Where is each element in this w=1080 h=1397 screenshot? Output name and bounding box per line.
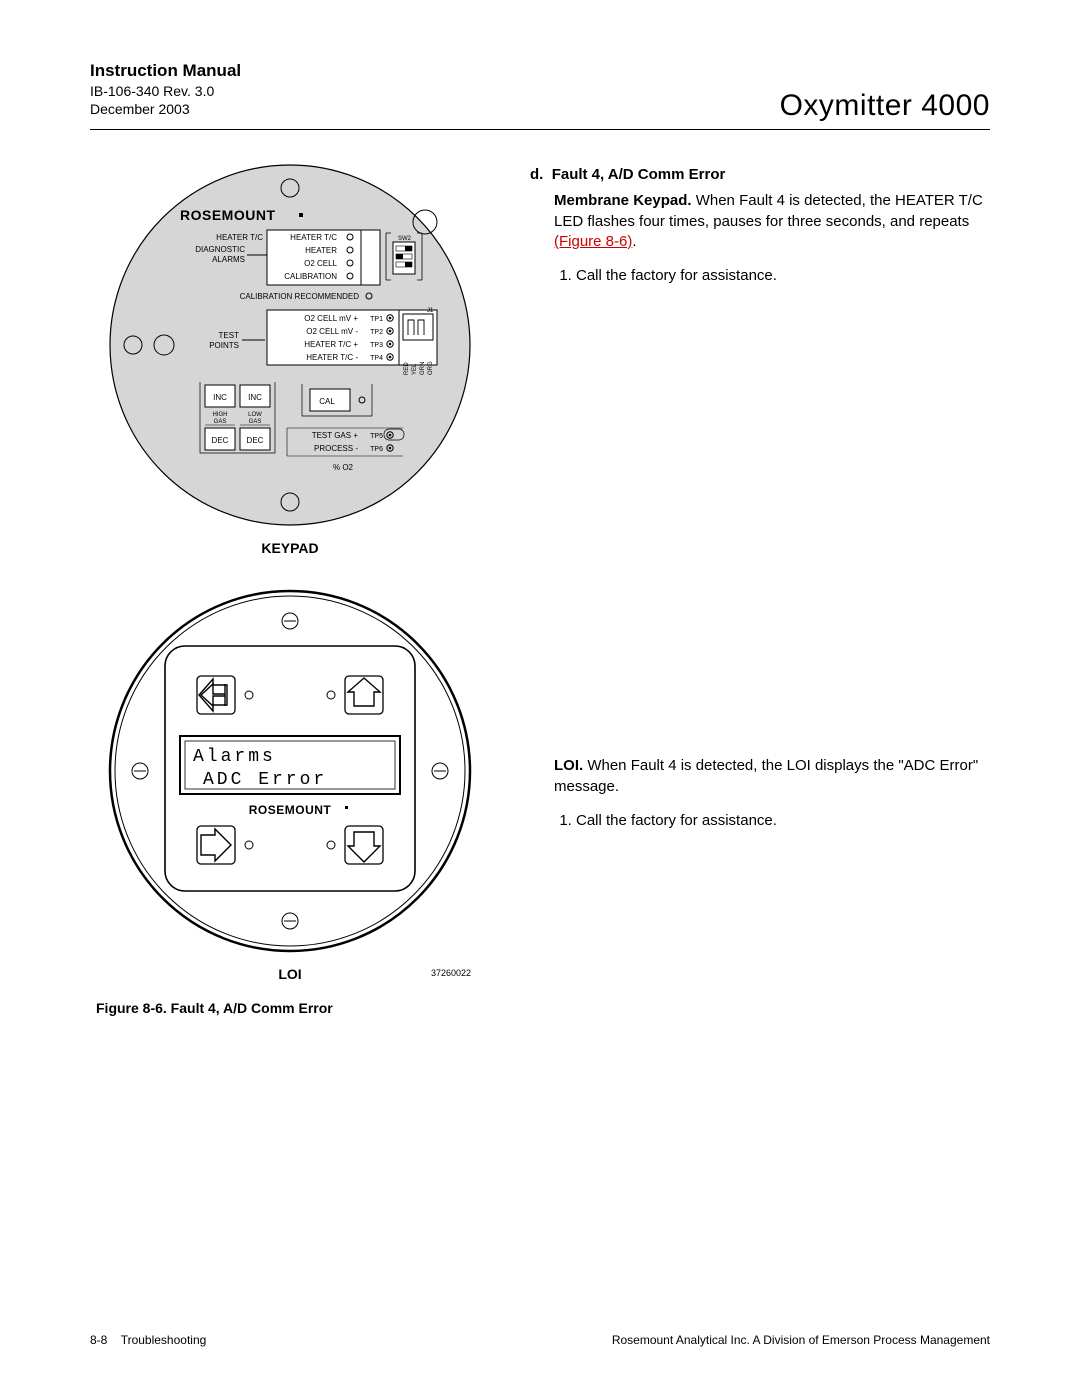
svg-text:O2 CELL mV -: O2 CELL mV - (306, 327, 358, 336)
loi-paragraph: LOI. When Fault 4 is detected, the LOI d… (530, 756, 990, 797)
svg-text:HEATER T/C -: HEATER T/C - (306, 353, 358, 362)
arrow-left-button (197, 676, 235, 714)
figure-column: ROSEMOUNT HEATER T/C DIAGNOSTIC ALARMS H… (90, 160, 490, 1016)
svg-text:TP2: TP2 (370, 329, 383, 336)
svg-text:POINTS: POINTS (209, 341, 239, 350)
loi-diagram-wrap: Alarms ADC Error ROSEMOUNT (90, 586, 490, 982)
page-footer: 8-8 Troubleshooting Rosemount Analytical… (90, 1333, 990, 1347)
svg-text:GRN: GRN (420, 362, 426, 375)
arrow-up-button (345, 676, 383, 714)
footer-left: 8-8 Troubleshooting (90, 1333, 206, 1347)
svg-text:PROCESS -: PROCESS - (314, 444, 358, 453)
svg-text:HEATER T/C: HEATER T/C (290, 233, 337, 242)
svg-text:J1: J1 (427, 308, 434, 314)
svg-text:ADC Error: ADC Error (203, 770, 327, 790)
svg-text:DEC: DEC (212, 436, 229, 445)
svg-text:HEATER T/C +: HEATER T/C + (304, 340, 358, 349)
svg-text:INC: INC (213, 393, 227, 402)
svg-text:O2 CELL: O2 CELL (304, 259, 337, 268)
figure-reference-link[interactable]: (Figure 8-6) (554, 233, 632, 250)
svg-text:SW2: SW2 (398, 236, 412, 242)
brand-text: ROSEMOUNT (180, 207, 276, 223)
keypad-caption: KEYPAD (90, 540, 490, 556)
arrow-right-button (197, 826, 235, 864)
svg-text:ALARMS: ALARMS (212, 255, 245, 264)
text-column: d. Fault 4, A/D Comm Error Membrane Keyp… (530, 160, 990, 1016)
svg-text:TP6: TP6 (370, 446, 383, 453)
svg-text:CAL: CAL (319, 397, 335, 406)
svg-text:% O2: % O2 (333, 463, 354, 472)
page: Instruction Manual IB-106-340 Rev. 3.0 D… (0, 0, 1080, 1397)
svg-text:RED: RED (404, 362, 410, 375)
svg-text:TP5: TP5 (370, 433, 383, 440)
manual-title: Instruction Manual (90, 60, 990, 82)
page-header: Instruction Manual IB-106-340 Rev. 3.0 D… (90, 60, 990, 130)
svg-text:LOW: LOW (248, 412, 262, 418)
svg-text:HEATER: HEATER (305, 246, 337, 255)
svg-text:ORG: ORG (428, 361, 434, 375)
svg-text:YEL: YEL (412, 363, 418, 375)
svg-text:O2 CELL mV +: O2 CELL mV + (304, 314, 358, 323)
svg-text:DEC: DEC (247, 436, 264, 445)
svg-text:CALIBRATION RECOMMENDED: CALIBRATION RECOMMENDED (240, 292, 360, 301)
product-name: Oxymitter 4000 (780, 89, 990, 123)
svg-text:HEATER T/C: HEATER T/C (216, 233, 263, 242)
svg-text:INC: INC (248, 393, 262, 402)
content-columns: ROSEMOUNT HEATER T/C DIAGNOSTIC ALARMS H… (90, 160, 990, 1016)
svg-text:CALIBRATION: CALIBRATION (284, 272, 337, 281)
svg-text:TEST: TEST (219, 331, 240, 340)
svg-text:DIAGNOSTIC: DIAGNOSTIC (195, 245, 245, 254)
svg-text:TEST GAS +: TEST GAS + (312, 431, 359, 440)
steps-list-1: Call the factory for assistance. (552, 266, 990, 286)
arrow-down-button (345, 826, 383, 864)
section-heading: d. Fault 4, A/D Comm Error (530, 165, 990, 185)
svg-text:GAS: GAS (214, 419, 227, 425)
loi-caption: LOI (105, 966, 475, 982)
steps-list-2: Call the factory for assistance. (552, 811, 990, 831)
part-number: 37260022 (431, 968, 471, 978)
svg-text:GAS: GAS (249, 419, 262, 425)
svg-text:Alarms: Alarms (193, 747, 276, 767)
svg-text:TP3: TP3 (370, 342, 383, 349)
svg-text:TP1: TP1 (370, 316, 383, 323)
svg-text:TP4: TP4 (370, 355, 383, 362)
loi-diagram: Alarms ADC Error ROSEMOUNT (105, 586, 475, 956)
svg-text:HIGH: HIGH (213, 412, 228, 418)
footer-right: Rosemount Analytical Inc. A Division of … (612, 1333, 990, 1347)
keypad-diagram: ROSEMOUNT HEATER T/C DIAGNOSTIC ALARMS H… (105, 160, 475, 530)
svg-text:ROSEMOUNT: ROSEMOUNT (249, 803, 332, 817)
figure-caption: Figure 8-6. Fault 4, A/D Comm Error (96, 1000, 490, 1016)
keypad-paragraph: Membrane Keypad. When Fault 4 is detecte… (530, 191, 990, 252)
step-item: Call the factory for assistance. (576, 811, 990, 831)
step-item: Call the factory for assistance. (576, 266, 990, 286)
